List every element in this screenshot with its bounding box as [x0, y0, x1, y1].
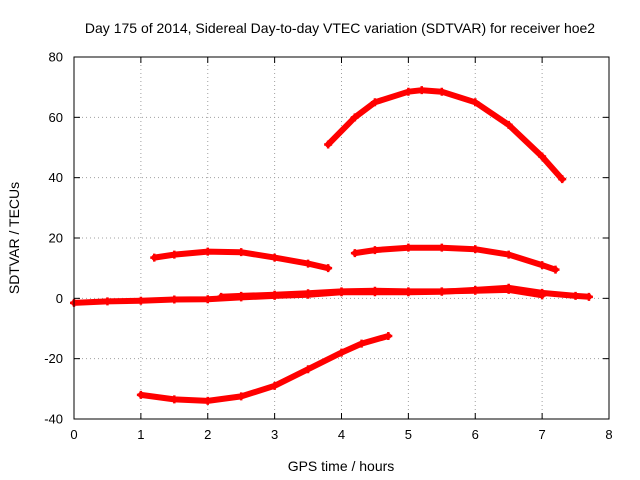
chart-title: Day 175 of 2014, Sidereal Day-to-day VTE… [85, 20, 595, 36]
data-point [350, 249, 359, 258]
data-point [103, 297, 112, 306]
y-tick-label: 60 [49, 110, 63, 125]
data-point [324, 264, 333, 273]
data-point [324, 140, 333, 149]
data-point [370, 286, 379, 295]
y-tick-label: 80 [49, 50, 63, 65]
data-point [270, 381, 279, 390]
data-point [170, 395, 179, 404]
data-point [538, 291, 547, 300]
tick-labels: 0 1 2 3 4 5 6 7 8 -40 -20 0 20 40 60 80 [44, 50, 612, 443]
data-point [136, 296, 145, 305]
data-point [304, 365, 313, 374]
data-point [136, 390, 145, 399]
data-point [504, 120, 513, 129]
series-line-4 [351, 244, 559, 273]
data-point [357, 339, 366, 348]
data-point [538, 261, 547, 270]
axis-ticks [73, 56, 610, 420]
data-point [337, 348, 346, 357]
data-point [404, 87, 413, 96]
x-tick-label: 0 [70, 427, 77, 442]
data-point [384, 332, 393, 341]
data-point [370, 246, 379, 255]
data-point [584, 292, 593, 301]
data-point [217, 292, 226, 301]
data-point [437, 87, 446, 96]
data-point [504, 285, 513, 294]
x-tick-label: 4 [338, 427, 345, 442]
data-point [203, 295, 212, 304]
x-tick-label: 5 [405, 427, 412, 442]
data-point [237, 248, 246, 257]
data-point [237, 392, 246, 401]
data-point [471, 245, 480, 254]
x-axis-label: GPS time / hours [288, 458, 395, 474]
y-tick-label: -20 [44, 351, 63, 366]
data-point [350, 113, 359, 122]
series-layer [70, 86, 593, 405]
series-line-6 [137, 333, 392, 404]
x-tick-label: 1 [137, 427, 144, 442]
data-point [551, 265, 560, 274]
y-tick-label: 0 [56, 291, 63, 306]
data-point [150, 253, 159, 262]
series-line-2 [218, 286, 546, 300]
x-tick-label: 8 [605, 427, 612, 442]
data-point [417, 86, 426, 95]
data-point [270, 290, 279, 299]
data-point [571, 291, 580, 300]
x-tick-label: 6 [472, 427, 479, 442]
data-point [404, 287, 413, 296]
y-tick-label: -40 [44, 412, 63, 427]
data-point [437, 287, 446, 296]
data-point [437, 243, 446, 252]
data-point [558, 175, 567, 184]
data-point [370, 98, 379, 107]
data-point [304, 289, 313, 298]
data-point [304, 259, 313, 268]
x-tick-label: 7 [539, 427, 546, 442]
data-point [471, 98, 480, 107]
x-tick-label: 3 [271, 427, 278, 442]
data-point [504, 250, 513, 259]
data-point [337, 287, 346, 296]
data-point [270, 253, 279, 262]
data-point [170, 250, 179, 259]
data-point [471, 286, 480, 295]
data-point [203, 396, 212, 405]
y-axis-label: SDTVAR / TECUs [6, 182, 22, 294]
data-point [203, 247, 212, 256]
y-tick-label: 20 [49, 231, 63, 246]
y-tick-label: 40 [49, 170, 63, 185]
data-point [170, 295, 179, 304]
grid [74, 57, 609, 419]
series-line-5 [325, 87, 566, 183]
x-tick-label: 2 [204, 427, 211, 442]
data-point [404, 243, 413, 252]
data-point [237, 291, 246, 300]
data-point [538, 152, 547, 161]
